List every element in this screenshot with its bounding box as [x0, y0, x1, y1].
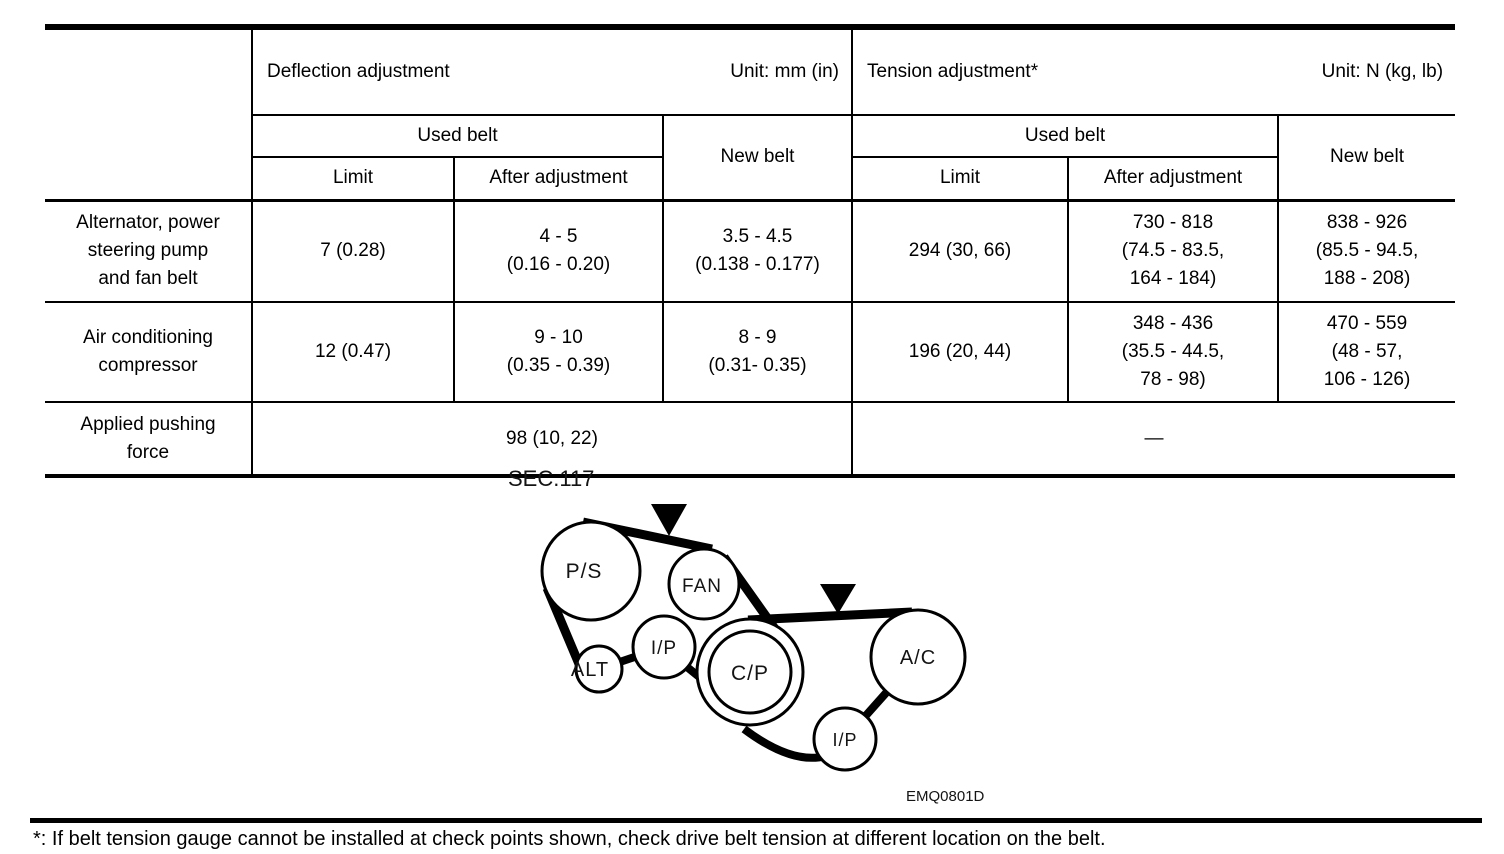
belt-adjustment-table: Deflection adjustment Unit: mm (in) Tens…	[45, 24, 1456, 478]
diagram-section-label: SEC.117	[508, 466, 594, 491]
table-cell: —	[1144, 427, 1164, 449]
pulley-crank-inner-circle	[707, 629, 793, 715]
belt-segment	[747, 607, 913, 625]
row-label: Applied pushing force	[45, 402, 253, 476]
pulley-label-ip-upper: I/P	[651, 638, 677, 659]
table-cell: 12 (0.47)	[252, 302, 455, 403]
table-cell: 294 (30, 66)	[852, 200, 1069, 303]
pulley-air-conditioning-circle	[869, 608, 967, 706]
table-cell: 7 (0.28)	[252, 200, 455, 303]
pulley-label-ac: A/C	[900, 647, 936, 669]
tension-new-belt-header: New belt	[1278, 115, 1456, 202]
pulley-label-ps: P/S	[566, 560, 603, 583]
table-cell: 348 - 436 (35.5 - 44.5, 78 - 98)	[1068, 302, 1279, 403]
pulleys	[540, 520, 967, 772]
table-cell: 470 - 559 (48 - 57, 106 - 126)	[1278, 302, 1456, 403]
table-cell: 838 - 926 (85.5 - 94.5, 188 - 208)	[1278, 200, 1456, 303]
tension-after-adjustment-header: After adjustment	[1068, 157, 1279, 202]
table-cell: 98 (10, 22)	[252, 402, 853, 476]
table-row-applied-pushing-force: Applied pushing force 98 (10, 22) —	[45, 402, 1455, 476]
footnote-text: *: If belt tension gauge cannot be insta…	[33, 828, 1106, 850]
deflection-limit-header: Limit	[252, 157, 455, 202]
table-cell: 4 - 5 (0.16 - 0.20)	[454, 200, 664, 303]
pulley-idler-lower-circle	[812, 706, 878, 772]
tension-unit-label: Unit: N (kg, lb)	[1321, 61, 1444, 82]
table-cell: 9 - 10 (0.35 - 0.39)	[454, 302, 664, 403]
deflection-section-header: Deflection adjustment Unit: mm (in)	[252, 27, 853, 116]
check-point-arrow-icon	[651, 504, 687, 536]
pulley-power-steering-circle	[540, 520, 642, 622]
table-cell: 3.5 - 4.5 (0.138 - 0.177)	[663, 200, 853, 303]
tension-section-header: Tension adjustment* Unit: N (kg, lb)	[852, 27, 1456, 116]
deflection-title: Deflection adjustment	[267, 61, 450, 82]
row-label: Air conditioning compressor	[45, 302, 253, 403]
tension-title: Tension adjustment*	[867, 61, 1039, 82]
pulley-label-fan: FAN	[682, 576, 722, 597]
footnote-divider	[30, 818, 1482, 823]
deflection-used-belt-header: Used belt	[252, 115, 664, 158]
tension-used-belt-header: Used belt	[852, 115, 1279, 158]
check-point-arrow-icon	[820, 584, 856, 614]
pulley-idler-upper-circle	[631, 614, 697, 680]
figure-code-label: EMQ0801D	[906, 788, 985, 805]
pulley-fan-circle	[667, 547, 741, 621]
pulley-label-ip-lower: I/P	[832, 730, 857, 750]
deflection-after-adjustment-header: After adjustment	[454, 157, 664, 202]
pulley-label-cp: C/P	[731, 662, 769, 685]
tension-limit-header: Limit	[852, 157, 1069, 202]
table-corner-cell	[45, 27, 253, 202]
row-label: Alternator, power steering pump and fan …	[45, 200, 253, 303]
table-cell: 730 - 818 (74.5 - 83.5, 164 - 184)	[1068, 200, 1279, 303]
table-row-alternator: Alternator, power steering pump and fan …	[45, 200, 1456, 303]
table-cell: 8 - 9 (0.31- 0.35)	[663, 302, 853, 403]
table-row-air-conditioning: Air conditioning compressor 12 (0.47) 9 …	[45, 302, 1456, 403]
deflection-unit-label: Unit: mm (in)	[730, 61, 839, 82]
deflection-new-belt-header: New belt	[663, 115, 853, 202]
pulley-label-alt: ALT	[571, 659, 609, 681]
table-cell: 196 (20, 44)	[852, 302, 1069, 403]
pulley-alternator-circle	[574, 644, 624, 694]
